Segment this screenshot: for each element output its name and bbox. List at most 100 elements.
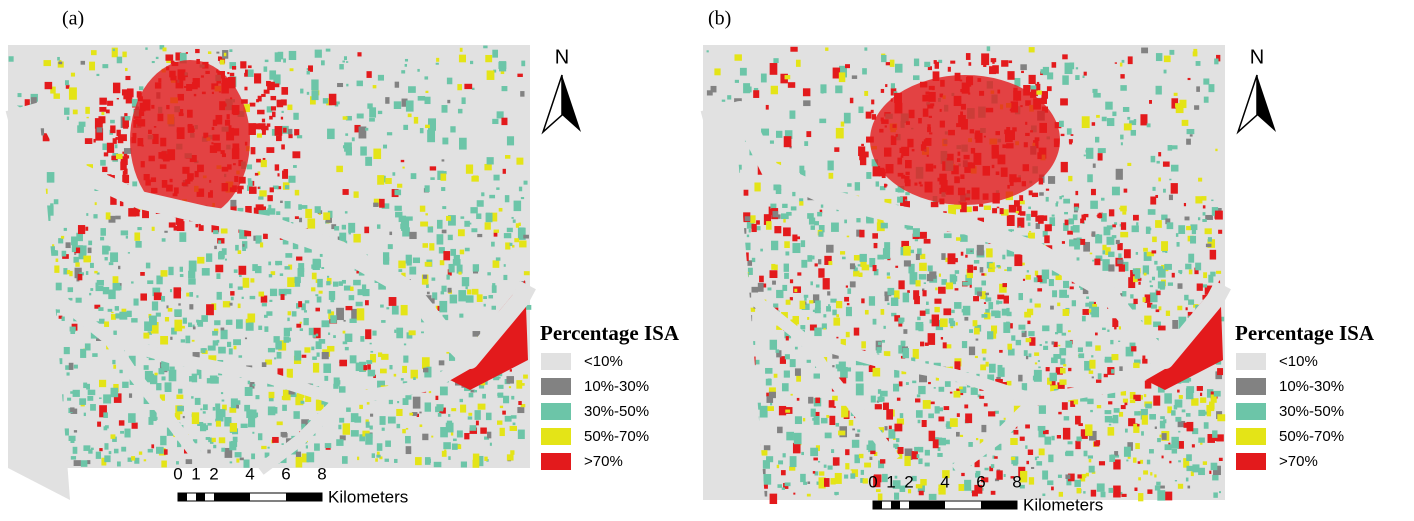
map-patch (471, 176, 478, 182)
map-patch (1050, 306, 1054, 310)
legend-label: 10%-30% (1279, 378, 1344, 395)
map-patch (1203, 461, 1207, 465)
map-patch (970, 250, 972, 251)
map-patch (945, 381, 951, 387)
map-patch (251, 147, 256, 154)
map-patch (1102, 245, 1106, 250)
map-patch (1112, 112, 1116, 117)
map-patch (321, 267, 324, 269)
map-patch (1086, 148, 1093, 159)
map-patch (376, 455, 380, 458)
map-patch (1011, 335, 1015, 340)
map-patch (373, 203, 378, 207)
map-patch (131, 281, 134, 283)
map-patch (816, 284, 820, 287)
map-patch (77, 125, 84, 133)
map-patch (1176, 233, 1178, 237)
map-patch (1019, 226, 1021, 227)
map-patch (1024, 350, 1028, 356)
map-patch (1077, 488, 1082, 494)
map-patch (758, 283, 764, 292)
map-patch (414, 117, 418, 124)
map-patch (326, 49, 331, 52)
map-patch (1063, 309, 1070, 316)
map-patch (260, 242, 263, 247)
map-patch (1091, 189, 1096, 195)
map-patch (451, 432, 453, 435)
map-patch (518, 401, 521, 405)
map-patch (1097, 234, 1100, 237)
map-patch (845, 64, 850, 68)
map-patch (794, 433, 802, 444)
map-patch (221, 228, 228, 233)
map-patch (853, 271, 859, 277)
map-patch (1021, 71, 1024, 73)
map-patch (161, 270, 168, 277)
map-patch (899, 381, 903, 386)
map-patch (396, 328, 403, 339)
map-patch (774, 226, 781, 233)
map-patch (1080, 239, 1085, 245)
map-patch (1134, 119, 1136, 122)
legend-swatch (541, 378, 571, 395)
map-patch (453, 439, 457, 441)
map-patch (961, 473, 964, 476)
map-patch (828, 261, 832, 265)
map-patch (258, 433, 262, 440)
map-patch (1184, 203, 1186, 206)
map-patch (510, 426, 517, 431)
legend-swatch (1236, 453, 1266, 470)
map-patch (307, 92, 309, 95)
map-patch (1152, 250, 1157, 253)
map-patch (394, 330, 396, 333)
map-patch (1086, 341, 1093, 346)
map-patch (1098, 148, 1106, 153)
map-patch (311, 79, 318, 90)
map-patch (1096, 115, 1100, 118)
map-patch (1148, 209, 1156, 215)
map-patch (1068, 441, 1073, 444)
map-patch (1094, 259, 1100, 266)
map-patch (1192, 444, 1195, 447)
map-patch (417, 69, 419, 72)
map-patch (321, 60, 325, 65)
map-patch (264, 90, 270, 94)
legend-swatch (541, 403, 571, 420)
map-patch (61, 236, 64, 239)
map-patch (1154, 474, 1156, 477)
map-patch (344, 56, 347, 60)
map-patch (954, 361, 960, 370)
map-patch (201, 425, 206, 429)
map-patch (1007, 267, 1012, 271)
map-patch (981, 425, 986, 432)
map-patch (782, 487, 785, 489)
map-patch (203, 404, 208, 410)
map-patch (409, 330, 416, 335)
map-patch (132, 423, 138, 429)
map-patch (1122, 291, 1126, 296)
map-patch (381, 320, 385, 323)
map-patch (845, 449, 849, 455)
map-patch (73, 390, 80, 397)
map-patch (104, 443, 108, 449)
map-patch (203, 411, 206, 413)
map-patch (112, 360, 115, 364)
map-patch (233, 400, 240, 404)
map-patch (144, 365, 149, 370)
legend-swatch (1236, 353, 1266, 370)
map-patch (800, 301, 806, 309)
map-patch (1127, 117, 1130, 120)
map-patch (1095, 137, 1099, 143)
map-patch (1147, 123, 1151, 127)
map-patch (799, 201, 803, 205)
map-patch (144, 459, 146, 461)
map-patch (113, 83, 120, 94)
map-patch (506, 376, 514, 383)
map-patch (101, 112, 104, 115)
map-patch (795, 347, 798, 350)
map-patch (1149, 281, 1151, 283)
map-patch (767, 287, 771, 290)
map-patch (441, 187, 445, 191)
map-patch (1029, 47, 1035, 52)
map-patch (435, 396, 438, 400)
